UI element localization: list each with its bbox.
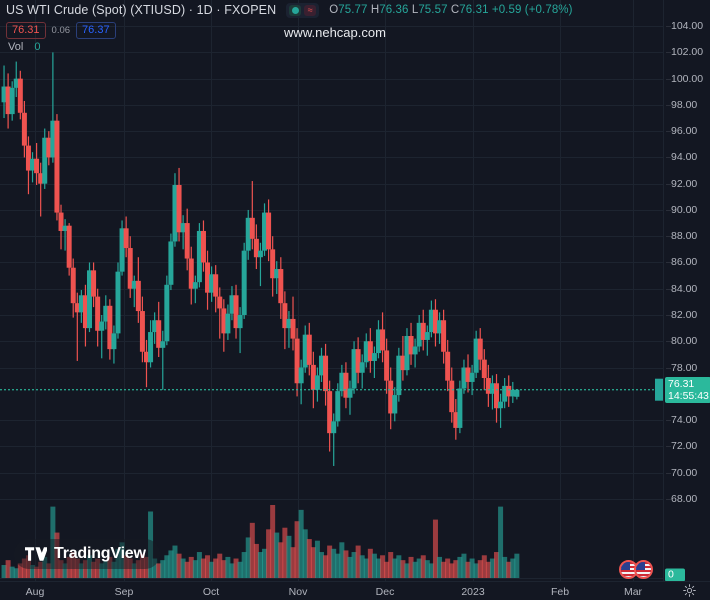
tradingview-logo-text: TradingView	[54, 545, 146, 562]
time-tick-label: Oct	[202, 586, 220, 598]
price-tick-label: 98.00	[666, 99, 697, 111]
price-tick-mark	[666, 262, 671, 264]
price-tick-mark	[666, 52, 671, 54]
tradingview-logo-icon	[25, 547, 47, 561]
price-tick-label: 82.00	[666, 309, 697, 321]
price-tick-mark	[666, 104, 671, 106]
ask-badge[interactable]: 76.37	[76, 21, 116, 39]
price-tick-label: 84.00	[666, 283, 697, 295]
spread-value: 0.06	[51, 24, 71, 36]
volume-price-tag[interactable]: 0	[665, 568, 685, 582]
site-watermark: www.nehcap.com	[284, 25, 386, 40]
price-tick-mark	[666, 157, 671, 159]
price-tick-mark	[666, 26, 671, 28]
price-axis[interactable]: 104.00 102.00 100.00 98.00 96.00 94.00 92.00 90…	[663, 0, 710, 582]
price-tick-label: 94.00	[666, 151, 697, 163]
price-tick-mark	[666, 288, 671, 290]
price-tick-label: 88.00	[666, 230, 697, 242]
price-tick-label: 100.00	[666, 73, 703, 85]
price-tick-mark	[666, 183, 671, 185]
time-tick-label: Sep	[114, 586, 134, 598]
price-tick-label: 74.00	[666, 414, 697, 426]
candlestick-chart[interactable]	[0, 0, 663, 581]
volume-legend[interactable]: Vol 0	[8, 41, 40, 53]
bid-ask-badges: 76.31 0.06 76.37	[6, 21, 116, 39]
price-tick-mark	[666, 341, 671, 343]
time-tick-label: Dec	[375, 586, 395, 598]
current-time-value: 14:55:43	[668, 389, 709, 402]
price-tick-label: 96.00	[666, 125, 697, 137]
price-tick-mark	[666, 236, 671, 238]
time-tick-label: Aug	[25, 586, 45, 598]
chart-plot-area[interactable]	[0, 0, 663, 581]
current-price-value: 76.31	[668, 377, 695, 390]
price-tick-mark	[666, 78, 671, 80]
time-tick-label: Mar	[623, 586, 643, 598]
time-tick-label: Feb	[550, 586, 570, 598]
economic-event-markers[interactable]	[619, 560, 653, 579]
us-flag-event-icon[interactable]	[634, 560, 653, 579]
price-tick-mark	[666, 314, 671, 316]
volume-value: 0	[34, 41, 41, 53]
price-tick-label: 70.00	[666, 467, 697, 479]
price-tick-mark	[666, 209, 671, 211]
price-tick-mark	[666, 498, 671, 500]
time-axis[interactable]: Aug Sep Oct Nov Dec 2023 Feb Mar	[0, 581, 710, 600]
price-tick-label: 102.00	[666, 46, 703, 58]
time-tick-label: 2023	[461, 586, 485, 598]
price-tick-mark	[666, 446, 671, 448]
price-tick-label: 90.00	[666, 204, 697, 216]
time-tick-label: Nov	[288, 586, 308, 598]
price-tick-mark	[666, 367, 671, 369]
bid-badge[interactable]: 76.31	[6, 21, 46, 39]
price-tick-label: 104.00	[666, 20, 703, 32]
price-tick-label: 92.00	[666, 178, 697, 190]
price-tick-label: 72.00	[666, 440, 697, 452]
price-tick-mark	[666, 420, 671, 422]
price-tick-label: 78.00	[666, 362, 697, 374]
gear-icon[interactable]	[683, 584, 696, 597]
price-tick-label: 68.00	[666, 493, 697, 505]
current-price-tag[interactable]: 76.31 14:55:43	[665, 376, 710, 403]
volume-label: Vol	[8, 41, 24, 53]
price-tick-label: 86.00	[666, 256, 697, 268]
price-tick-mark	[666, 131, 671, 133]
tradingview-logo: TradingView	[14, 539, 160, 569]
price-tick-label: 80.00	[666, 335, 697, 347]
price-tick-mark	[666, 472, 671, 474]
